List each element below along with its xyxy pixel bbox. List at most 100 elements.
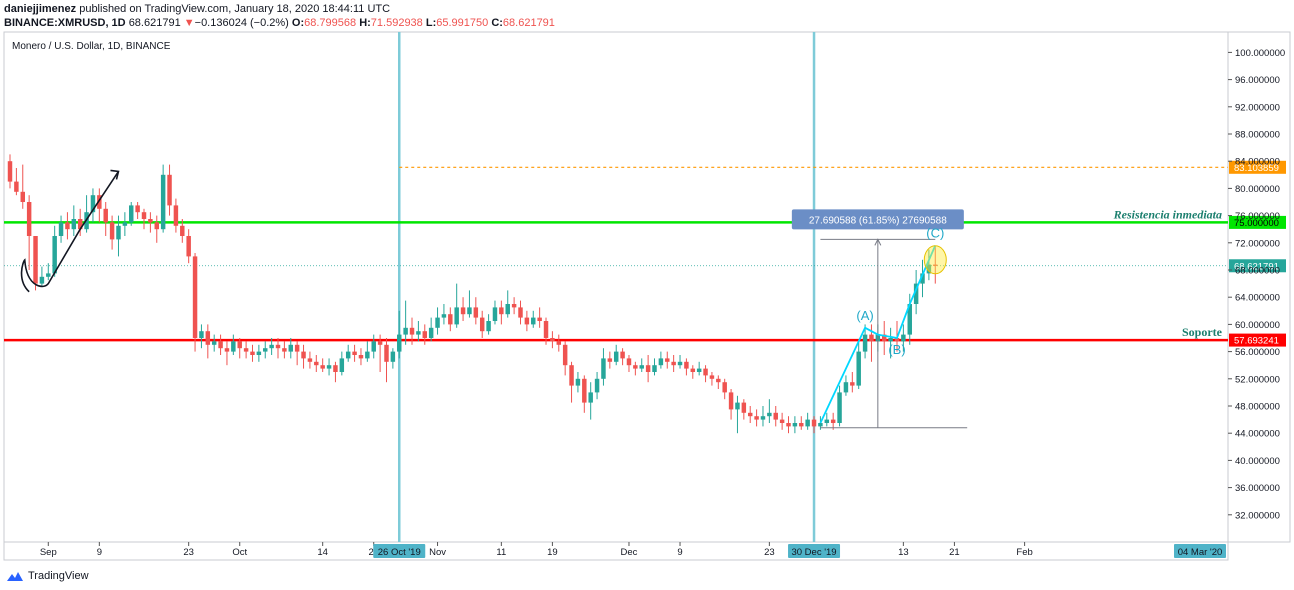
x-highlight-label: 30 Dec '19 [791,547,836,558]
change-down-icon: ▼ [183,17,195,29]
candle-body [454,307,459,325]
symbol-name: BINANCE:XMRUSD, 1D [4,17,126,29]
chart-title: Monero / U.S. Dollar, 1D, BINANCE [12,41,171,52]
candle-body [314,361,319,366]
candle-body [65,222,70,230]
y-tick-label: 96.000000 [1235,75,1280,86]
candle-body [658,358,664,366]
candle-body [741,402,747,413]
candle-body [696,368,702,372]
candle-body [294,344,300,352]
candle-body [633,365,638,369]
candle-body [441,314,447,318]
candle-body [205,331,211,345]
price-axis[interactable] [1227,31,1291,543]
x-tick-label: 9 [97,547,102,558]
measure-arrow-head [874,238,882,246]
candle-body [90,195,96,213]
candle-body [747,412,753,417]
candle-body [422,331,428,338]
candle-body [665,358,670,362]
candle-body [786,423,791,427]
candle-body [703,368,708,376]
x-highlight-label: 04 Mar '20 [1178,547,1223,558]
candle-body [339,358,345,372]
candle-body [888,338,893,342]
candle-body [792,423,798,427]
candle-body [639,365,644,369]
candle-body [58,222,64,236]
published-text: published on TradingView.com, January 18… [79,3,391,15]
x-tick-label: Sep [40,547,57,558]
candle-body [33,236,38,284]
candle-body [263,348,268,352]
candle-body [46,273,51,277]
x-tick-label: 23 [764,547,775,558]
candle-body [754,416,759,420]
candle-body [607,358,613,362]
candle-body [920,273,925,284]
author-name[interactable]: daniejjimenez [4,3,77,15]
y-tick-label: 52.000000 [1235,374,1280,385]
candle-body [645,365,651,372]
candle-body [103,208,108,223]
candle-body [141,212,147,219]
price-change: −0.136024 (−0.2%) [194,17,289,29]
candle-body [907,304,912,335]
candle-body [531,317,536,325]
wave-label: (C) [926,226,944,241]
open-value: 68.799568 [304,17,357,29]
y-tick-label: 40.000000 [1235,456,1280,467]
high-label: H: [359,17,371,29]
y-tick-label: 76.000000 [1235,211,1280,222]
candle-body [301,351,306,359]
candle-body [850,382,855,386]
candle-body [677,361,683,366]
time-axis[interactable] [3,541,1229,561]
candle-body [109,222,115,240]
level-price-label-last: 68.621791 [1234,261,1279,272]
candle-body [767,412,772,417]
candle-body [805,419,810,427]
y-tick-label: 44.000000 [1235,429,1280,440]
y-tick-label: 100.000000 [1235,48,1285,59]
wave-label: (A) [856,308,873,323]
candle-body [671,361,676,366]
x-tick-label: 23 [183,547,194,558]
candles-layer [7,154,938,434]
y-tick-label: 88.000000 [1235,130,1280,141]
candle-body [352,351,357,355]
candle-body [365,351,370,359]
candle-body [626,358,632,366]
candle-body [550,338,555,342]
trend-arrow-head [110,169,120,180]
candle-body [926,264,932,274]
candle-body [435,317,440,328]
candle-body [492,307,498,321]
y-tick-label: 72.000000 [1235,238,1280,249]
plot-area[interactable] [3,31,1229,543]
candle-body [116,225,121,240]
trend-arrow-line [20,170,120,293]
candle-body [613,351,619,362]
candle-body [397,334,402,352]
candle-body [211,341,217,345]
y-tick-label: 36.000000 [1235,483,1280,494]
candle-body [448,314,453,325]
level-price-tag-resistance [1229,215,1286,229]
x-tick-label: 13 [898,547,909,558]
tradingview-brand[interactable]: TradingView [6,570,89,582]
y-tick-label: 32.000000 [1235,510,1280,521]
candle-body [760,416,766,420]
y-tick-label: 84.000000 [1235,157,1280,168]
candle-body [582,378,587,403]
candle-body [537,317,542,321]
wave-path [819,245,937,424]
candle-body [288,344,294,352]
x-tick-label: Oct [232,547,247,558]
low-label: L: [425,17,437,29]
y-tick-label: 56.000000 [1235,347,1280,358]
close-label: C: [491,17,503,29]
level-price-label-support: 57.693241 [1234,336,1279,347]
